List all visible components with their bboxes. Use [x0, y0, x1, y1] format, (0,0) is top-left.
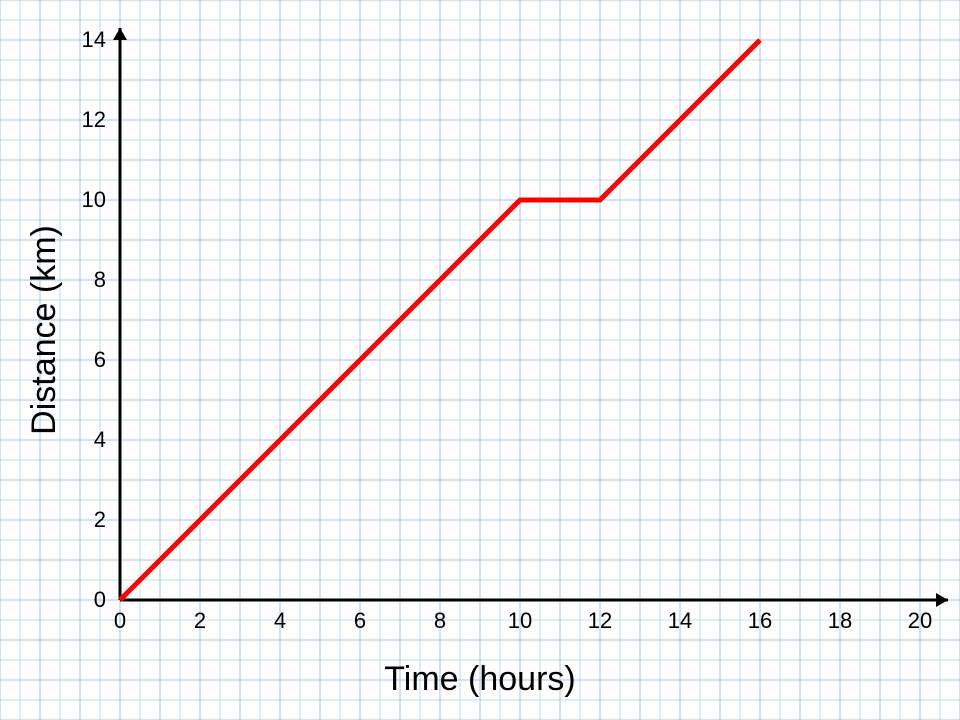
- y-tick-label: 14: [82, 27, 106, 52]
- y-tick-label: 10: [82, 187, 106, 212]
- x-tick-label: 0: [114, 608, 126, 633]
- y-tick-label: 2: [94, 507, 106, 532]
- x-tick-label: 12: [588, 608, 612, 633]
- x-tick-label: 2: [194, 608, 206, 633]
- distance-time-chart: 0 2 4 6 8 10 12 14 16 18 20 0 2 4 6 8 10 12 14 Time (hour…: [0, 0, 960, 720]
- x-tick-label: 16: [748, 608, 772, 633]
- x-axis-arrowhead: [936, 593, 948, 607]
- x-tick-label: 6: [354, 608, 366, 633]
- x-tick-label: 8: [434, 608, 446, 633]
- x-axis-label: Time (hours): [384, 660, 575, 698]
- y-axis-arrowhead: [113, 28, 127, 40]
- y-axis-label: Distance (km): [25, 225, 63, 435]
- y-tick-label: 6: [94, 347, 106, 372]
- x-axis: [120, 593, 948, 607]
- x-tick-label: 18: [828, 608, 852, 633]
- y-tick-label: 0: [94, 587, 106, 612]
- x-tick-label: 10: [508, 608, 532, 633]
- y-tick-label: 12: [82, 107, 106, 132]
- x-tick-label: 14: [668, 608, 692, 633]
- y-tick-label: 8: [94, 267, 106, 292]
- x-tick-label: 4: [274, 608, 286, 633]
- y-tick-label: 4: [94, 427, 106, 452]
- grid-major: [0, 0, 960, 720]
- y-axis: [113, 28, 127, 600]
- x-tick-label: 20: [908, 608, 932, 633]
